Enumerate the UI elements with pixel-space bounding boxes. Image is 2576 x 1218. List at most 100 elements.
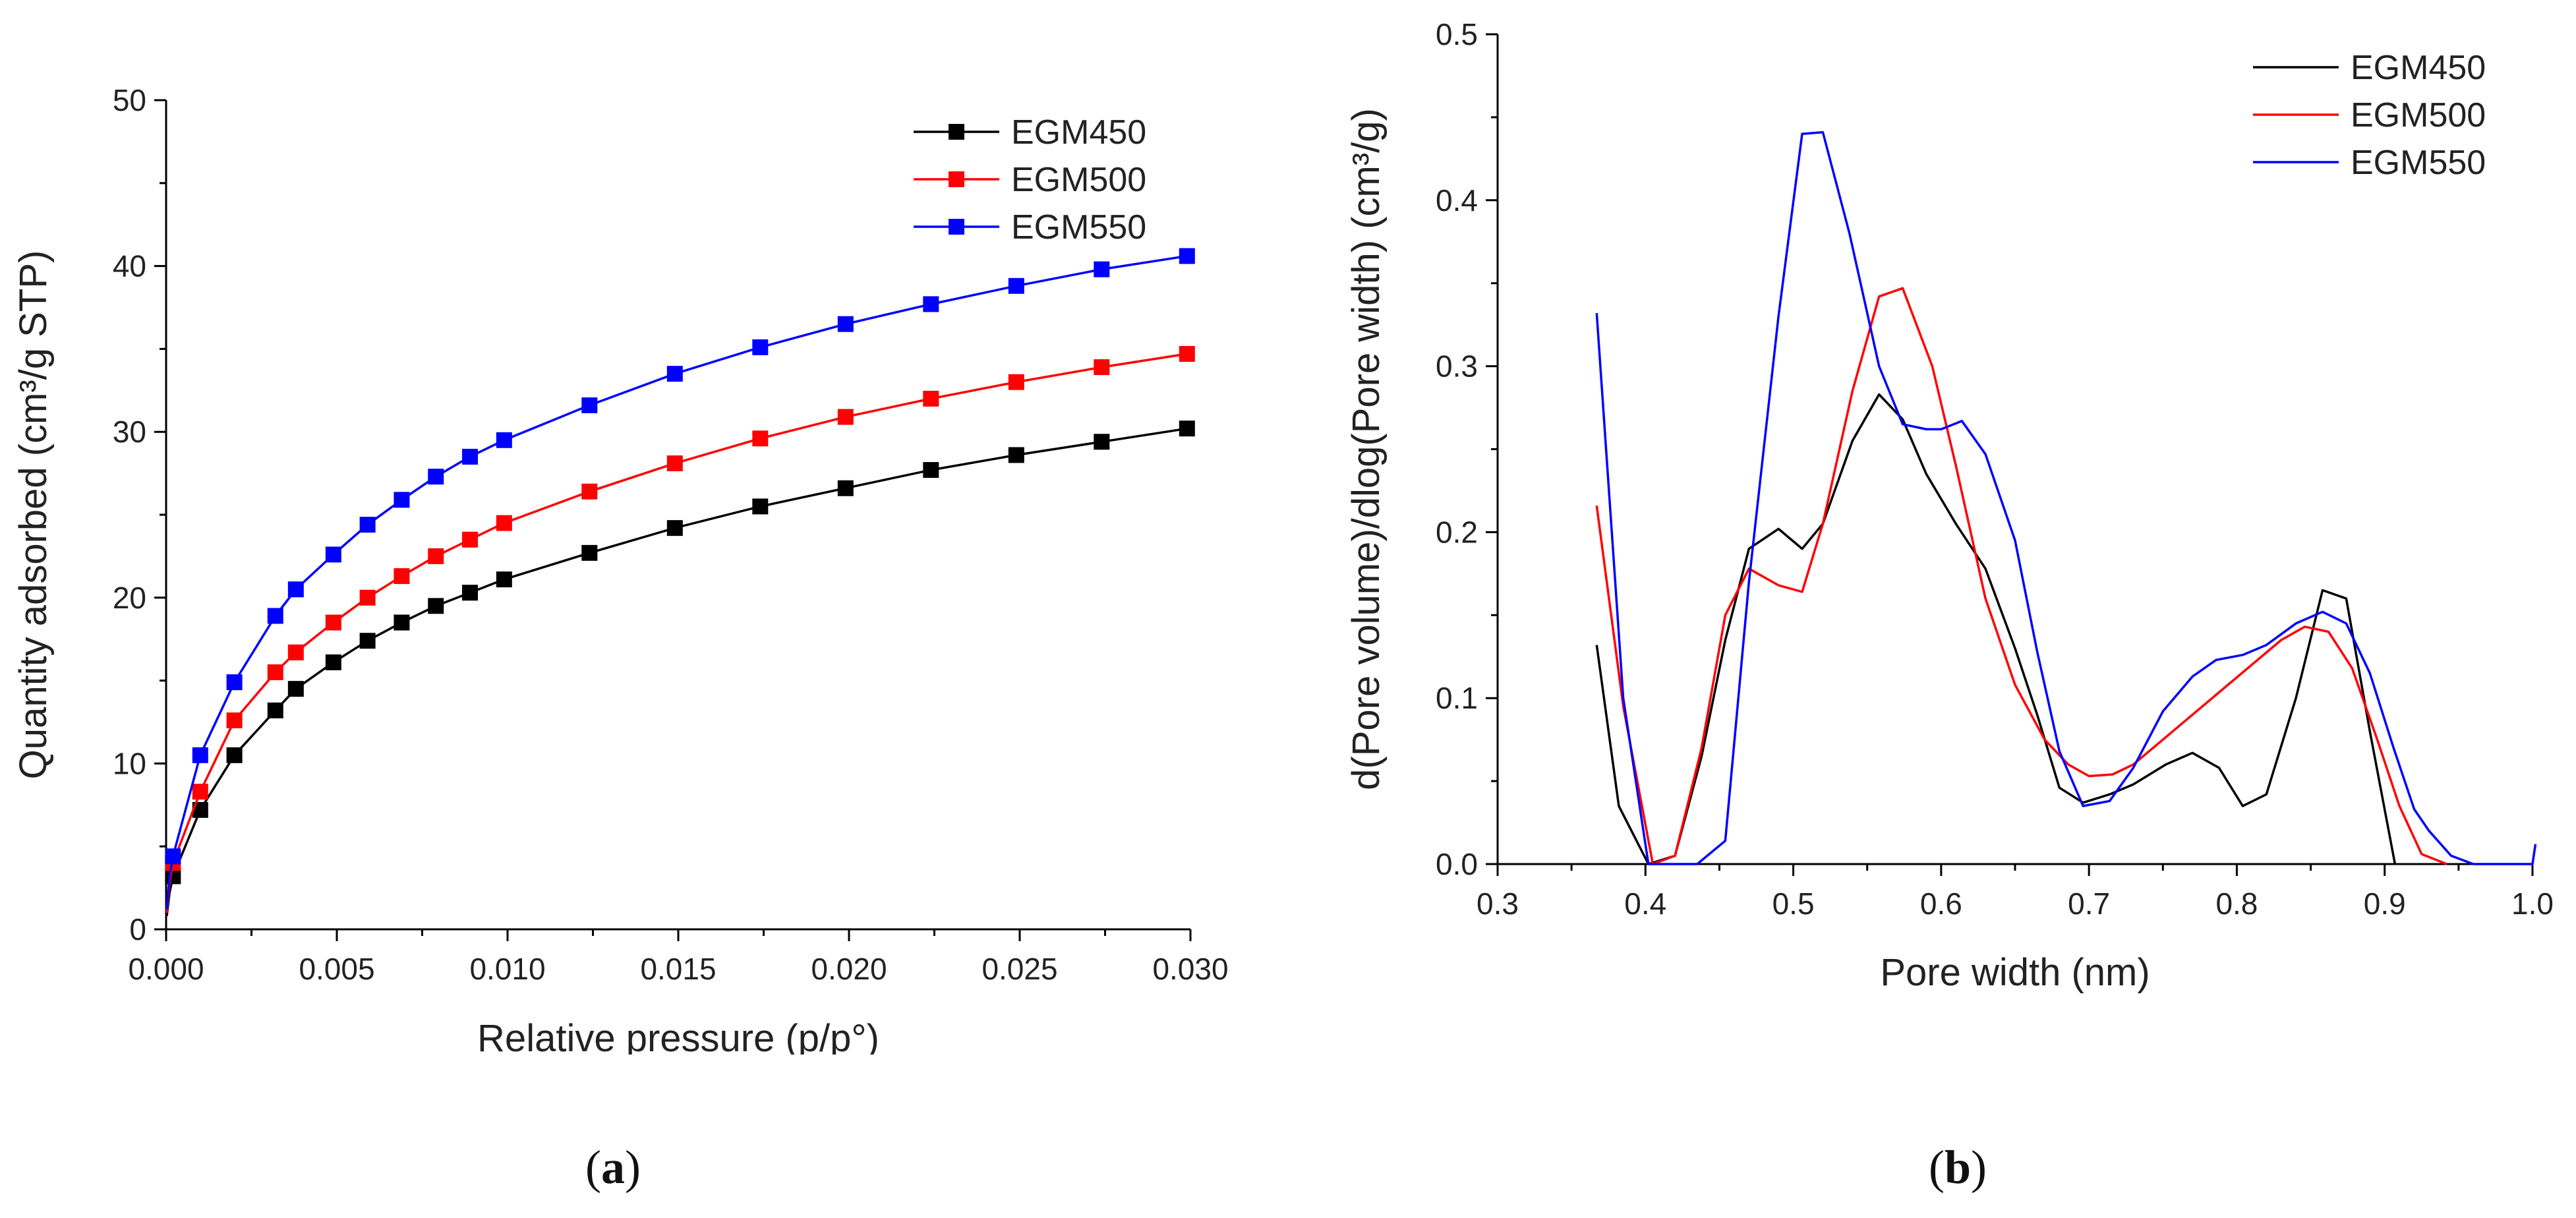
data-point-egm500 (325, 614, 341, 631)
data-point-egm450 (1179, 420, 1195, 437)
data-point-egm450 (394, 614, 410, 631)
data-point-egm550 (752, 339, 769, 355)
x-axis-title: Pore width (nm) (1880, 951, 2150, 994)
panel-label-b-letter: b (1944, 1141, 1972, 1194)
data-point-egm500 (226, 712, 243, 728)
legend-label-egm550: EGM550 (1011, 208, 1146, 246)
x-tick-label: 0.3 (1477, 886, 1519, 921)
data-point-egm450 (923, 462, 939, 478)
data-point-egm550 (394, 492, 410, 508)
data-point-egm500 (287, 644, 304, 660)
y-tick-label: 0.0 (1436, 847, 1478, 881)
legend-label-egm450: EGM450 (2351, 49, 2486, 87)
legend-label-egm500: EGM500 (2351, 96, 2486, 134)
data-point-egm500 (1179, 345, 1195, 362)
y-axis-title: d(Pore volume)/dlog(Pore width) (cm³/g) (1345, 108, 1388, 790)
data-point-egm450 (325, 654, 341, 670)
chart-a: 0.000 0.005 0.010 0.015 0.020 0.025 0.030 0 10 20… (12, 83, 1229, 1055)
data-point-egm550 (192, 747, 208, 763)
legend-marker (949, 124, 964, 140)
data-point-egm500 (581, 483, 598, 500)
data-point-egm500 (462, 531, 479, 548)
x-tick-label: 0.005 (299, 952, 374, 986)
data-point-egm500 (394, 568, 410, 585)
panel-label-b: (b) (1929, 1141, 1987, 1194)
data-point-egm500 (359, 589, 376, 606)
data-point-egm450 (359, 633, 376, 649)
x-tick-label: 0.6 (1920, 886, 1962, 921)
legend-label-egm550: EGM550 (2351, 144, 2486, 182)
y-tick-label: 40 (113, 249, 146, 283)
data-point-egm450 (267, 702, 283, 718)
data-point-egm500 (837, 409, 854, 425)
data-point-egm450 (581, 544, 598, 561)
data-point-egm550 (165, 848, 181, 865)
x-tick-label: 0.7 (2068, 886, 2110, 921)
x-tick-label: 1.0 (2511, 886, 2554, 921)
data-point-egm450 (666, 520, 683, 536)
data-point-egm500 (267, 664, 283, 681)
data-point-egm450 (226, 747, 243, 763)
x-tick-label: 0.4 (1624, 886, 1666, 921)
y-tick-label: 10 (113, 746, 146, 780)
data-point-egm500 (428, 548, 444, 564)
data-point-egm550 (1008, 277, 1024, 294)
data-point-egm550 (496, 432, 512, 448)
y-tick-label: 50 (113, 83, 146, 117)
x-tick-label: 0.5 (1772, 886, 1815, 921)
legend-label-egm500: EGM500 (1011, 161, 1146, 199)
y-tick-label: 0 (129, 912, 146, 946)
data-point-egm550 (581, 397, 598, 413)
series-line-egm500 (165, 353, 1188, 913)
data-point-egm550 (359, 517, 376, 533)
data-point-egm500 (752, 430, 769, 447)
data-point-egm450 (752, 498, 769, 515)
x-tick-label: 0.8 (2215, 886, 2258, 921)
data-point-egm500 (192, 784, 208, 800)
data-point-egm550 (428, 469, 444, 485)
data-point-egm550 (1094, 261, 1110, 277)
series-line-egm450 (1595, 393, 2397, 865)
x-tick-label: 0.025 (981, 952, 1057, 986)
data-point-egm450 (496, 571, 512, 588)
chart-b: 0.3 0.4 0.5 0.6 0.7 0.8 0.9 1.0 0.0 0.1 0.2 0.3 0.4 0… (1345, 17, 2554, 994)
data-point-egm550 (1179, 248, 1195, 264)
x-tick-label: 0.020 (811, 952, 887, 986)
y-tick-label: 0.5 (1436, 17, 1478, 51)
data-point-egm550 (267, 608, 283, 624)
data-point-egm450 (287, 681, 304, 697)
data-point-egm550 (666, 366, 683, 382)
y-tick-label: 20 (113, 581, 146, 615)
series-line-egm550 (165, 254, 1188, 910)
y-tick-label: 0.3 (1436, 349, 1478, 384)
x-tick-label: 0.000 (128, 952, 204, 986)
legend-marker (949, 219, 964, 235)
series-line-egm500 (1595, 287, 2447, 865)
data-point-egm550 (923, 296, 939, 312)
data-point-egm500 (666, 455, 683, 472)
data-point-egm500 (1008, 374, 1024, 390)
y-tick-label: 30 (113, 415, 146, 449)
series-line-egm550 (1595, 130, 2537, 865)
y-tick-label: 0.2 (1436, 515, 1478, 549)
data-point-egm450 (428, 598, 444, 614)
data-point-egm450 (1094, 434, 1110, 450)
data-point-egm550 (837, 316, 854, 332)
x-tick-label: 0.030 (1152, 952, 1228, 986)
x-tick-label: 0.010 (469, 952, 545, 986)
x-tick-label: 0.9 (2364, 886, 2406, 921)
series-line-egm450 (165, 427, 1188, 917)
legend-marker (949, 171, 964, 187)
data-point-egm500 (496, 515, 512, 531)
data-point-egm450 (837, 480, 854, 496)
data-point-egm500 (923, 390, 939, 407)
y-tick-label: 0.4 (1436, 183, 1478, 218)
y-axis-title: Quantity adsorbed (cm³/g STP) (12, 250, 55, 780)
y-tick-label: 0.1 (1436, 681, 1478, 715)
x-tick-label: 0.015 (640, 952, 716, 986)
panel-label-a-letter: a (600, 1141, 625, 1194)
data-point-egm450 (1008, 447, 1024, 463)
data-point-egm550 (462, 448, 479, 465)
data-point-egm550 (226, 674, 243, 691)
data-point-egm550 (325, 546, 341, 563)
